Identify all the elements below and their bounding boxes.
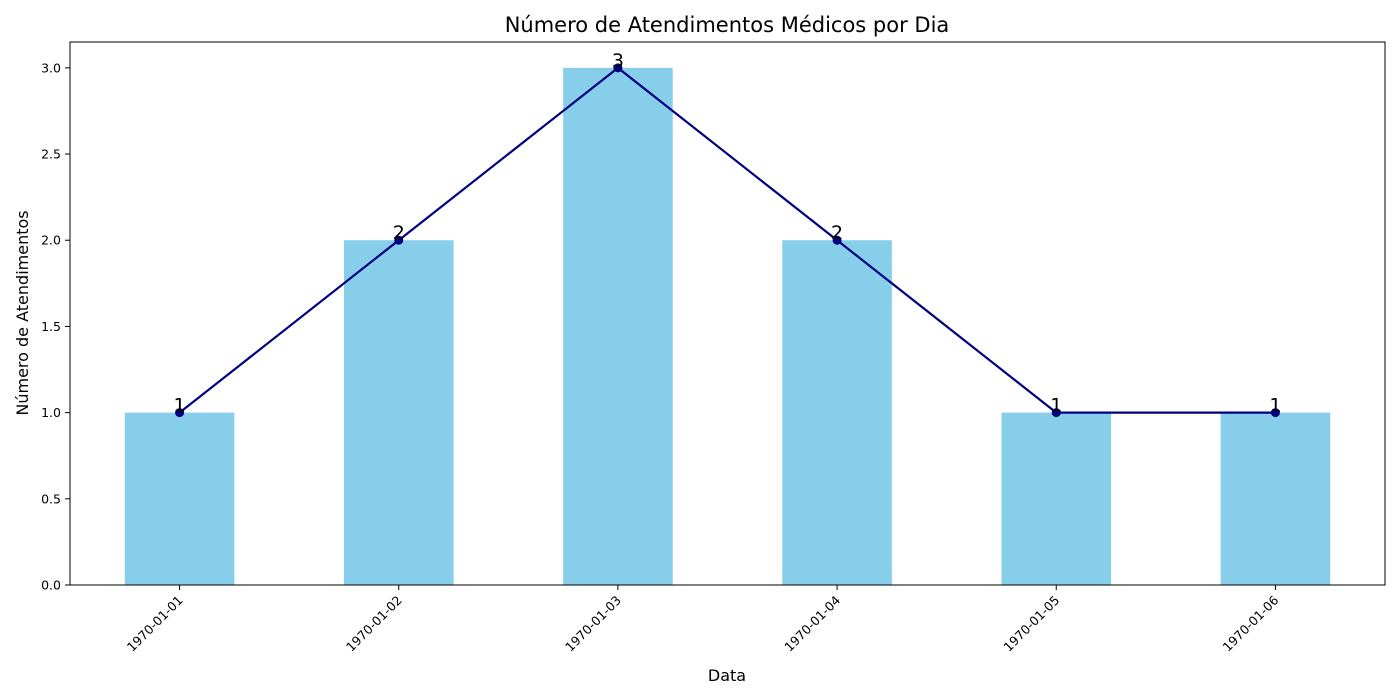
data-label-1970-01-05: 1 — [1050, 395, 1062, 417]
bar-1970-01-06 — [1220, 412, 1331, 585]
plot-frame — [69, 41, 1386, 586]
x-tick-label-1970-01-06: 1970-01-06 — [1220, 592, 1282, 654]
bar-1970-01-04 — [782, 240, 892, 585]
y-tick-label: 0.5 — [41, 491, 61, 506]
line-layer — [175, 63, 1280, 418]
point-1970-01-05 — [1051, 408, 1061, 418]
x-tick-label-1970-01-04: 1970-01-04 — [781, 592, 843, 654]
x-tick-label-1970-01-03: 1970-01-03 — [562, 593, 624, 655]
bar-1970-01-01 — [124, 412, 235, 585]
series-line — [178, 66, 1276, 414]
data-label-1970-01-04: 2 — [831, 222, 843, 244]
y-axis: 0.0 0.5 1.0 1.5 2.0 2.5 3.0 — [41, 60, 70, 593]
data-label-1970-01-02: 2 — [393, 222, 405, 244]
point-1970-01-02 — [394, 235, 404, 245]
x-tick-label-1970-01-05: 1970-01-05 — [1000, 593, 1062, 655]
y-tick-label: 2.0 — [41, 233, 61, 248]
y-tick-label: 1.5 — [41, 319, 61, 334]
data-label-1970-01-06: 1 — [1269, 395, 1281, 417]
bar-1970-01-03 — [563, 67, 673, 586]
x-tick-label-1970-01-02: 1970-01-02 — [343, 593, 405, 655]
bars — [124, 67, 1331, 586]
data-label-1970-01-03: 3 — [612, 50, 624, 72]
data-label-1970-01-01: 1 — [174, 395, 186, 417]
x-axis-label: Data — [708, 666, 746, 685]
bar-1970-01-02 — [343, 240, 454, 585]
point-1970-01-01 — [175, 408, 185, 418]
y-tick-label: 2.5 — [41, 147, 61, 162]
y-axis-label: Número de Atendimentos — [13, 210, 32, 415]
chart-title: Número de Atendimentos Médicos por Dia — [505, 13, 950, 37]
data-labels: 1 2 3 2 1 1 — [174, 50, 1282, 417]
y-tick-label: 3.0 — [41, 60, 61, 75]
point-1970-01-04 — [832, 235, 842, 245]
point-1970-01-03 — [613, 63, 623, 73]
x-tick-label-1970-01-01: 1970-01-01 — [124, 593, 186, 655]
x-axis: 1970-01-01 1970-01-02 1970-01-03 1970-01-04… — [124, 585, 1282, 654]
y-tick-label: 1.0 — [41, 405, 61, 420]
bar-1970-01-05 — [1001, 412, 1112, 585]
y-tick-label: 0.0 — [41, 578, 61, 593]
point-1970-01-06 — [1270, 408, 1280, 418]
